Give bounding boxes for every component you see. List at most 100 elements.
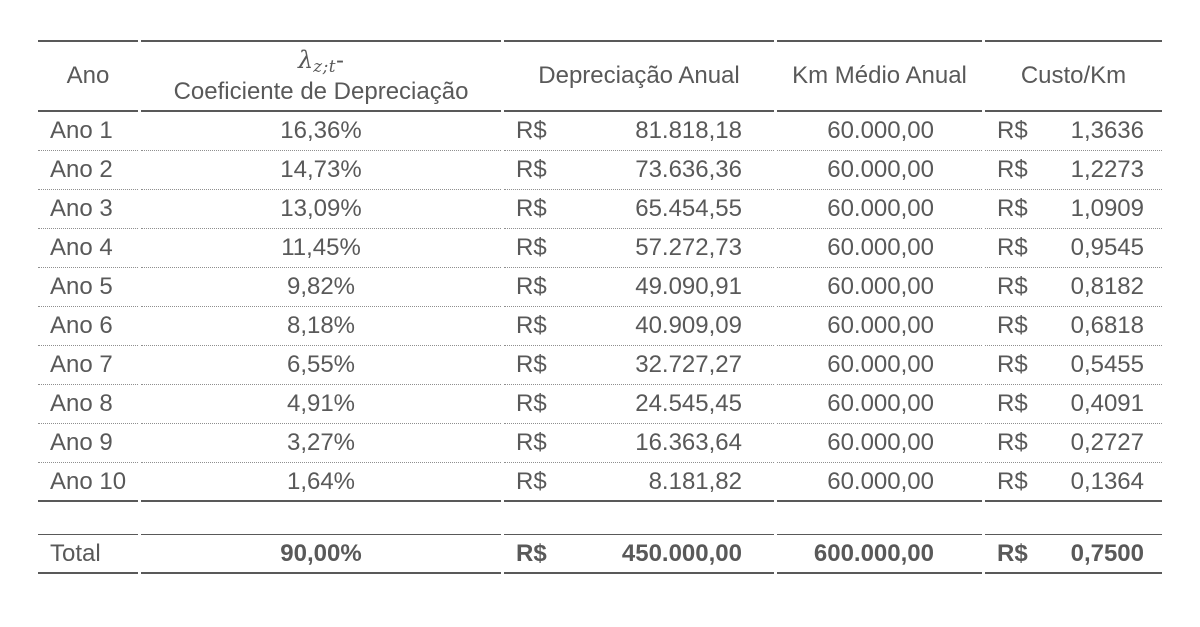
cell-depreciacao-value: 73.636,36 [635,156,742,183]
cell-ano: Ano 7 [38,346,138,385]
column-header-coeficiente: λz;t- Coeficiente de Depreciação [141,40,501,112]
cell-ano: Ano 3 [38,190,138,229]
cell-custo-value: 0,6818 [1070,312,1144,339]
cell-ano: Ano 5 [38,268,138,307]
cell-custo-value: 1,2273 [1070,156,1144,183]
table-row-ano-1: Ano 1 16,36% R$ 81.818,18 60.000,00 R$ 1,3… [38,112,1162,151]
total-custo: R$ 0,7500 [985,534,1162,574]
currency-symbol: R$ [997,273,1028,300]
column-header-ano: Ano [38,40,138,112]
table-row-ano-8: Ano 8 4,91% R$ 24.545,45 60.000,00 R$ 0,40… [38,385,1162,424]
currency-symbol: R$ [997,539,1028,567]
cell-depreciacao-value: 16.363,64 [635,429,742,456]
cell-depreciacao: R$ 32.727,27 [504,346,774,385]
cell-km: 60.000,00 [777,346,982,385]
cell-ano: Ano 1 [38,112,138,151]
cell-km: 60.000,00 [777,463,982,502]
cell-depreciacao: R$ 57.272,73 [504,229,774,268]
total-coeficiente: 90,00% [141,534,501,574]
cell-depreciacao-value: 32.727,27 [635,351,742,378]
cell-depreciacao-value: 57.272,73 [635,234,742,261]
currency-symbol: R$ [516,195,547,222]
cell-ano: Ano 9 [38,424,138,463]
cell-ano: Ano 8 [38,385,138,424]
cell-coeficiente: 3,27% [141,424,501,463]
currency-symbol: R$ [516,390,547,417]
lambda-symbol: λz;t [298,45,336,77]
column-header-coeficiente-label: Coeficiente de Depreciação [173,78,469,106]
cell-depreciacao: R$ 65.454,55 [504,190,774,229]
column-header-ano-label: Ano [66,62,110,89]
currency-symbol: R$ [997,234,1028,261]
currency-symbol: R$ [516,351,547,378]
table-row-ano-2: Ano 2 14,73% R$ 73.636,36 60.000,00 R$ 1,2… [38,151,1162,190]
cell-custo: R$ 1,2273 [985,151,1162,190]
cell-custo: R$ 0,9545 [985,229,1162,268]
cell-depreciacao: R$ 73.636,36 [504,151,774,190]
cell-coeficiente: 16,36% [141,112,501,151]
cell-custo: R$ 0,8182 [985,268,1162,307]
cell-km: 60.000,00 [777,229,982,268]
currency-symbol: R$ [516,117,547,144]
currency-symbol: R$ [997,390,1028,417]
cell-coeficiente: 14,73% [141,151,501,190]
depreciation-table-container: Ano λz;t- Coeficiente de Depreciação Dep… [35,40,1165,574]
cell-depreciacao: R$ 49.090,91 [504,268,774,307]
cell-depreciacao-value: 8.181,82 [648,467,742,495]
cell-depreciacao-value: 65.454,55 [635,195,742,222]
table-row-ano-10: Ano 10 1,64% R$ 8.181,82 60.000,00 R$ 0,13… [38,463,1162,502]
lambda-dash: - [335,46,344,74]
cell-depreciacao: R$ 40.909,09 [504,307,774,346]
table-row-ano-4: Ano 4 11,45% R$ 57.272,73 60.000,00 R$ 0,9… [38,229,1162,268]
cell-km: 60.000,00 [777,151,982,190]
cell-km: 60.000,00 [777,268,982,307]
cell-custo: R$ 0,6818 [985,307,1162,346]
cell-coeficiente: 1,64% [141,463,501,502]
cell-ano: Ano 4 [38,229,138,268]
currency-symbol: R$ [997,195,1028,222]
cell-depreciacao-value: 40.909,09 [635,312,742,339]
currency-symbol: R$ [516,234,547,261]
cell-depreciacao-value: 24.545,45 [635,390,742,417]
currency-symbol: R$ [997,312,1028,339]
cell-coeficiente: 9,82% [141,268,501,307]
cell-ano: Ano 2 [38,151,138,190]
currency-symbol: R$ [997,117,1028,144]
cell-km: 60.000,00 [777,424,982,463]
cell-custo-value: 0,9545 [1070,234,1144,261]
currency-symbol: R$ [516,539,547,567]
header-row: Ano λz;t- Coeficiente de Depreciação Dep… [38,40,1162,112]
cell-custo-value: 0,5455 [1070,351,1144,378]
table-row-ano-3: Ano 3 13,09% R$ 65.454,55 60.000,00 R$ 1,0… [38,190,1162,229]
cell-coeficiente: 11,45% [141,229,501,268]
currency-symbol: R$ [516,273,547,300]
currency-symbol: R$ [997,156,1028,183]
cell-depreciacao: R$ 81.818,18 [504,112,774,151]
cell-custo-value: 0,4091 [1070,390,1144,417]
cell-km: 60.000,00 [777,190,982,229]
cell-coeficiente: 4,91% [141,385,501,424]
cell-custo-value: 0,2727 [1070,429,1144,456]
cell-depreciacao-value: 81.818,18 [635,117,742,144]
total-depreciacao: R$ 450.000,00 [504,534,774,574]
cell-custo-value: 0,1364 [1070,467,1144,495]
currency-symbol: R$ [997,351,1028,378]
currency-symbol: R$ [516,312,547,339]
currency-symbol: R$ [516,156,547,183]
column-header-depreciacao: Depreciação Anual [504,40,774,112]
table-row-ano-6: Ano 6 8,18% R$ 40.909,09 60.000,00 R$ 0,68… [38,307,1162,346]
table-row-ano-5: Ano 5 9,82% R$ 49.090,91 60.000,00 R$ 0,81… [38,268,1162,307]
currency-symbol: R$ [516,429,547,456]
cell-km: 60.000,00 [777,385,982,424]
total-custo-value: 0,7500 [1070,539,1144,567]
table-row-ano-9: Ano 9 3,27% R$ 16.363,64 60.000,00 R$ 0,27… [38,424,1162,463]
cell-custo: R$ 1,3636 [985,112,1162,151]
currency-symbol: R$ [516,467,547,495]
cell-depreciacao: R$ 24.545,45 [504,385,774,424]
cell-coeficiente: 8,18% [141,307,501,346]
cell-ano: Ano 6 [38,307,138,346]
cell-custo: R$ 1,0909 [985,190,1162,229]
depreciation-table: Ano λz;t- Coeficiente de Depreciação Dep… [35,40,1165,574]
total-label: Total [38,534,138,574]
total-row: Total 90,00% R$ 450.000,00 600.000,00 R$ 0… [38,534,1162,574]
